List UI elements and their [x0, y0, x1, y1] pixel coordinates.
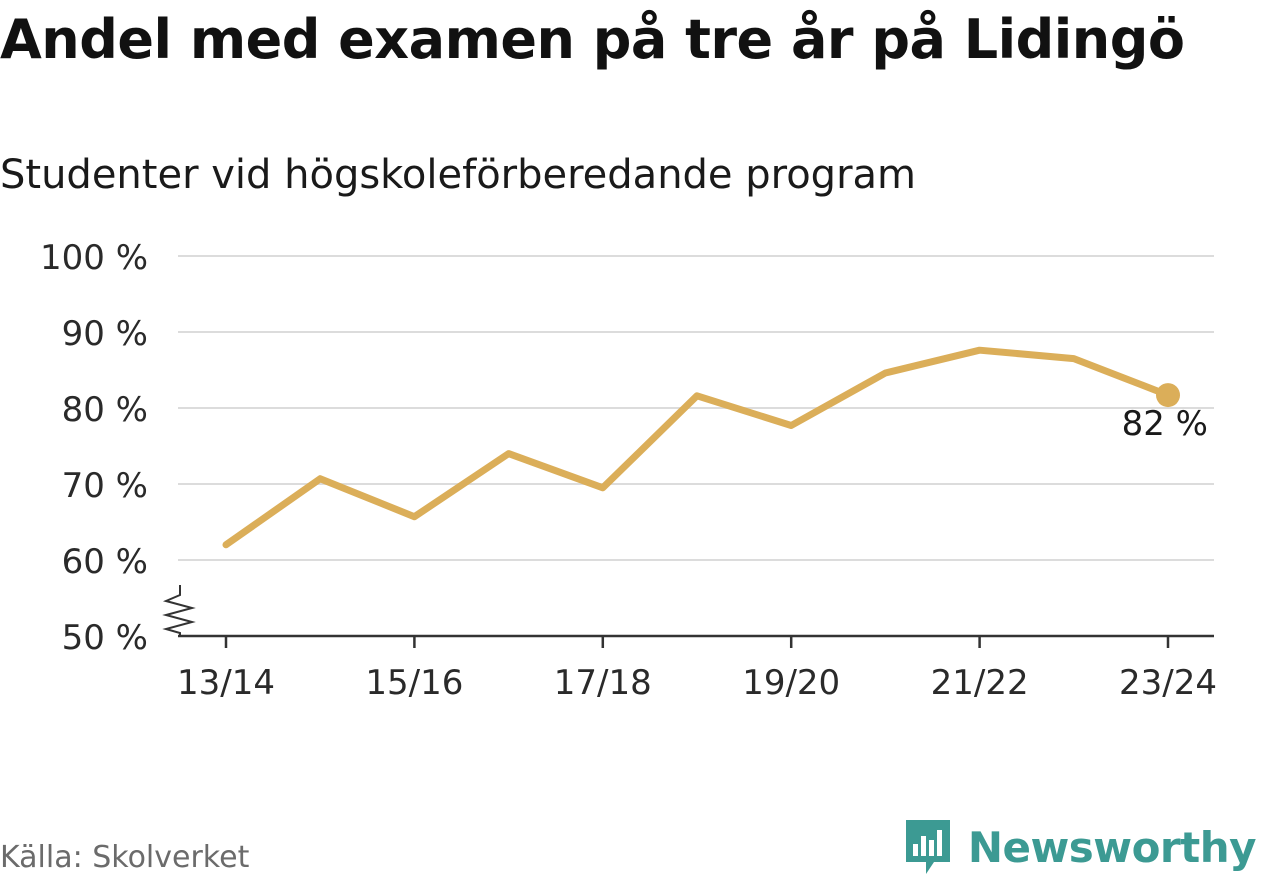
x-axis	[162, 585, 1214, 648]
brand-logo: Newsworthy	[904, 818, 1257, 876]
y-tick-label: 60 %	[62, 542, 148, 582]
y-tick-label: 70 %	[62, 466, 148, 506]
y-tick-label: 100 %	[40, 238, 148, 278]
x-tick-label: 19/20	[742, 663, 840, 703]
gridlines	[178, 255, 1214, 561]
brand-name: Newsworthy	[967, 822, 1257, 872]
x-tick-label: 13/14	[177, 663, 275, 703]
x-tick-label: 23/24	[1119, 663, 1217, 703]
y-tick-label: 50 %	[62, 618, 148, 658]
series-line	[222, 346, 1172, 549]
x-axis-labels: 13/14 15/16 17/18 19/20 21/22 23/24	[177, 663, 1217, 703]
chart-title: Andel med examen på tre år på Lidingö	[0, 8, 1185, 71]
y-axis-labels: 50 % 60 % 70 % 80 % 90 % 100 %	[40, 238, 148, 658]
x-tick-label: 21/22	[931, 663, 1029, 703]
source-note: Källa: Skolverket	[0, 840, 250, 875]
x-tick-label: 15/16	[365, 663, 463, 703]
x-tick-label: 17/18	[554, 663, 652, 703]
endpoint-label: 82 %	[1122, 404, 1208, 444]
data-series: 82 %	[222, 346, 1208, 549]
endpoint-marker	[1156, 383, 1180, 408]
bar-chart-speech-bubble-icon	[905, 820, 950, 874]
axis-break-icon	[162, 585, 196, 636]
y-tick-label: 90 %	[62, 314, 148, 354]
y-tick-label: 80 %	[62, 390, 148, 430]
chart-subtitle: Studenter vid högskoleförberedande progr…	[0, 152, 916, 198]
